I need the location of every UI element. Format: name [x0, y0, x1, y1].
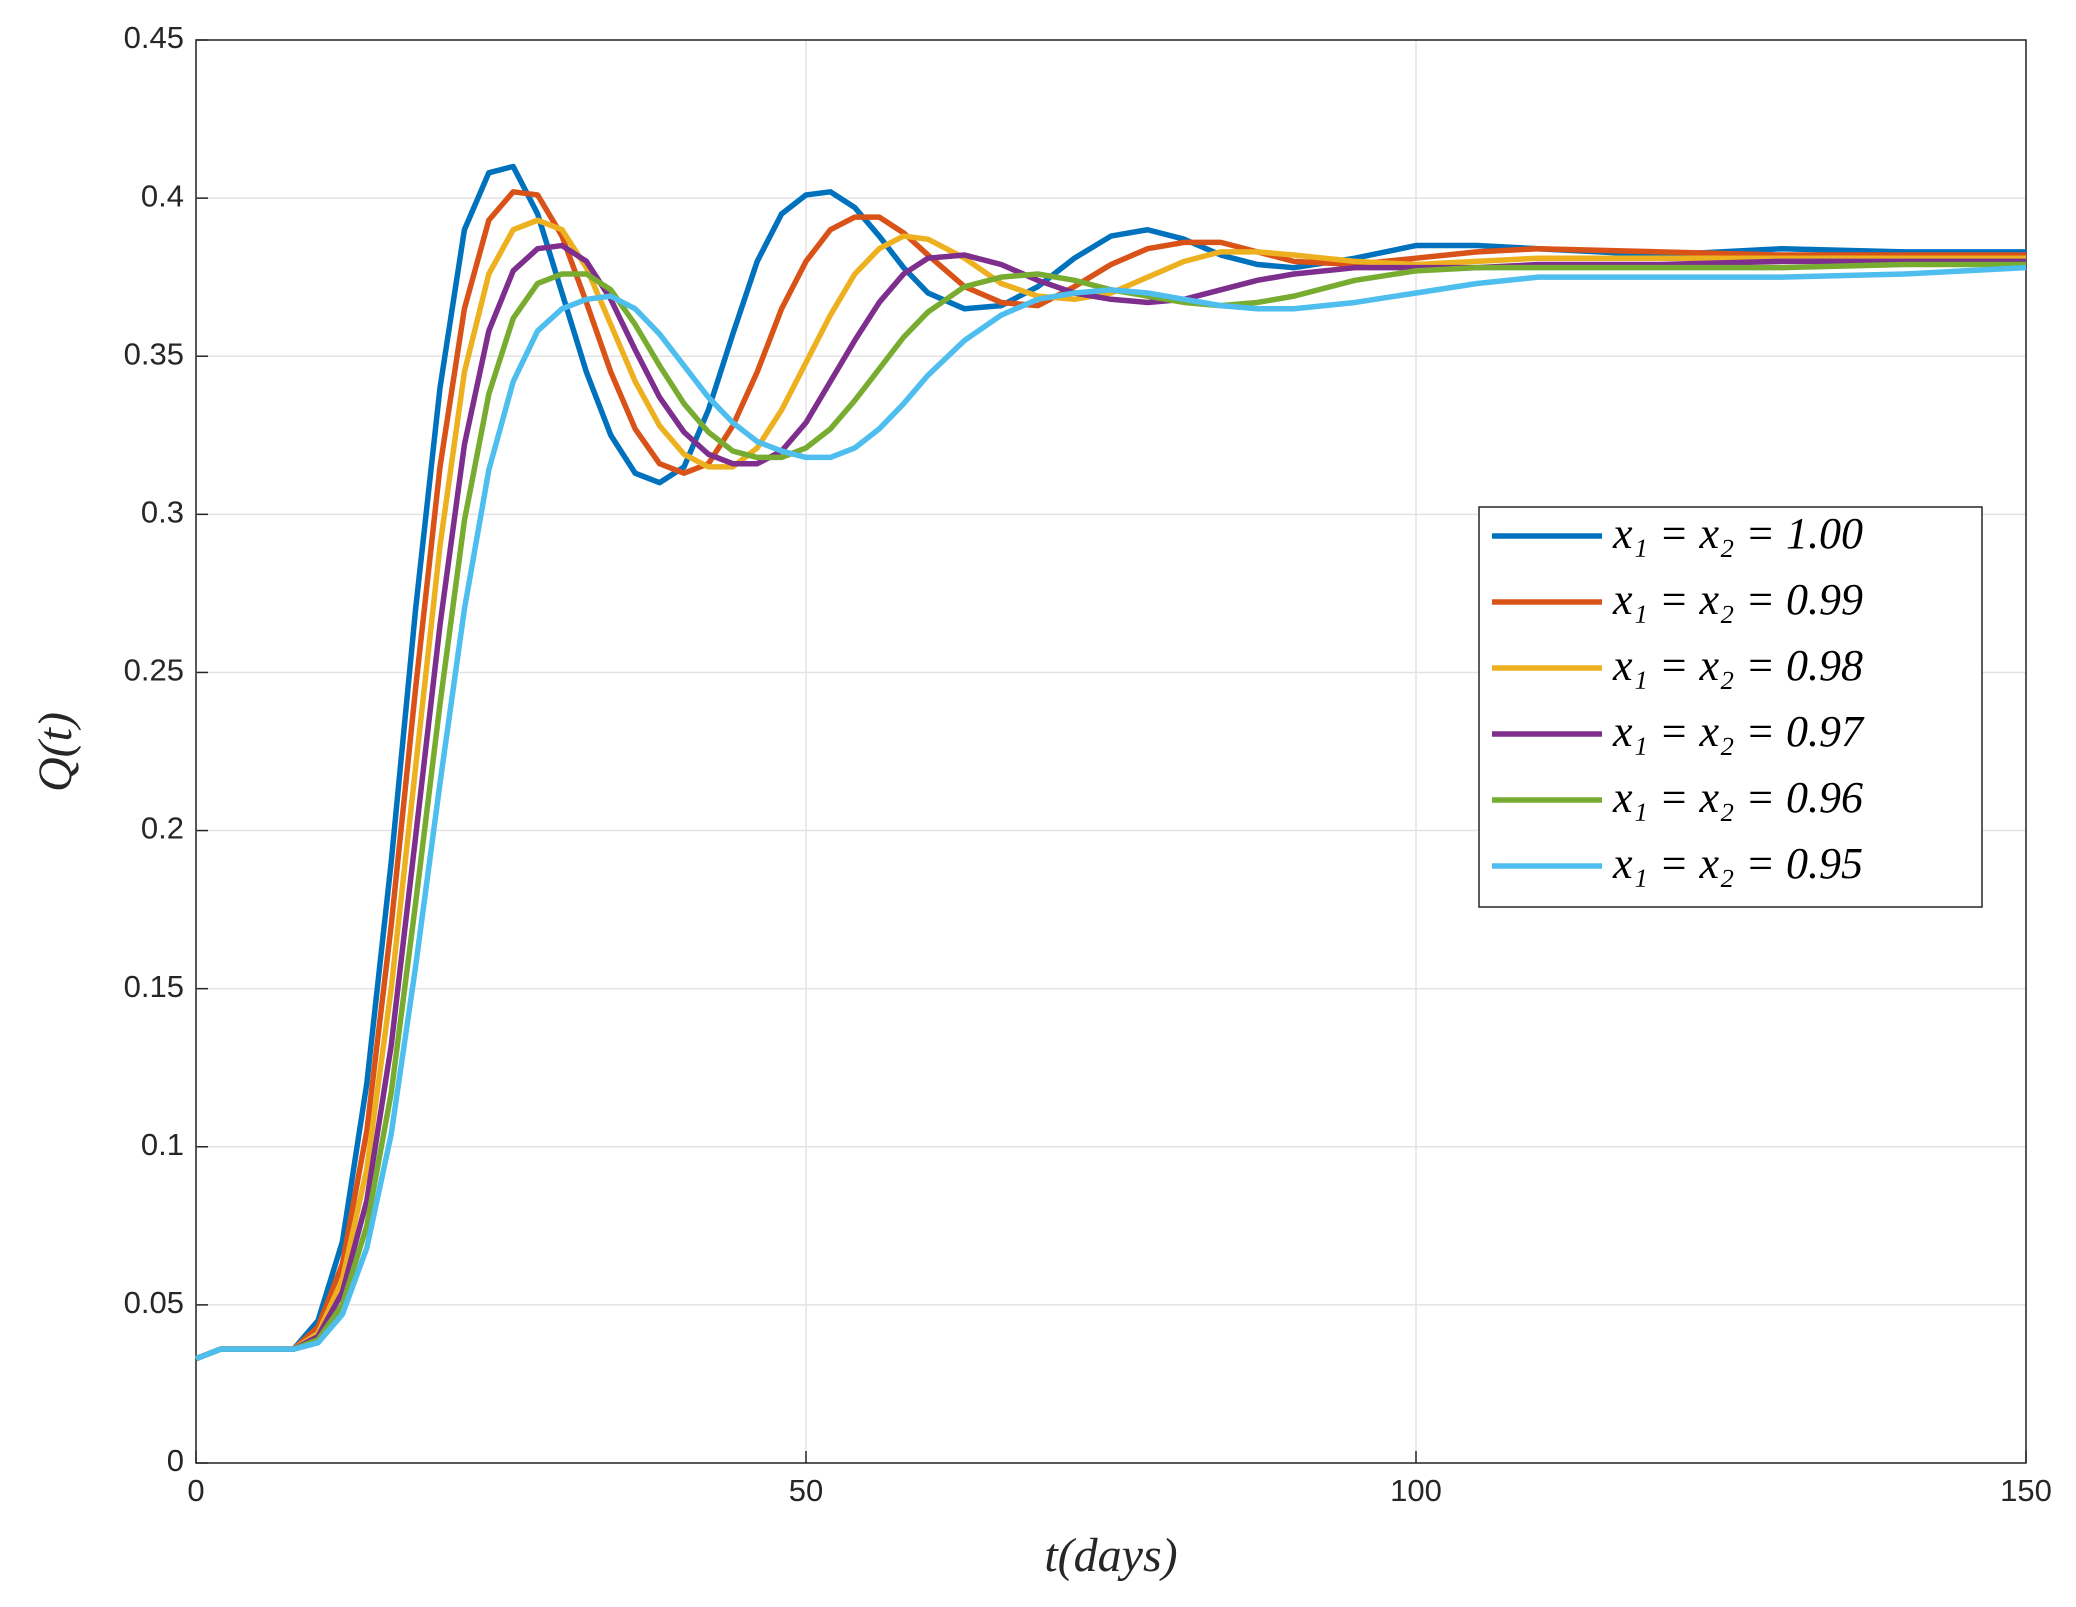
y-tick-label: 0.1: [141, 1127, 184, 1162]
y-tick-label: 0.15: [124, 969, 184, 1004]
legend-label: x₁ = x₂ = 0.99: [1612, 575, 1863, 624]
series-line: [195, 189, 2026, 1362]
y-axis-label: Q(t): [29, 712, 82, 792]
y-tick-label: 0: [167, 1443, 184, 1478]
plot-frame: [195, 39, 2027, 1464]
y-tick-label: 0.25: [124, 653, 184, 688]
legend-label: x₁ = x₂ = 0.96: [1612, 773, 1863, 822]
x-axis-label: t(days): [1044, 1529, 1177, 1582]
series-line: [195, 217, 2026, 1362]
legend-box: [1478, 506, 1983, 908]
series-line: [195, 261, 2026, 1362]
y-tick-label: 0.45: [124, 20, 184, 55]
legend-label: x₁ = x₂ = 0.98: [1612, 641, 1863, 690]
x-tick-label: 50: [789, 1473, 823, 1508]
x-tick-label: 100: [1390, 1473, 1442, 1508]
y-tick-label: 0.2: [141, 811, 184, 846]
legend-label: x₁ = x₂ = 0.97: [1612, 707, 1865, 756]
x-tick-label: 150: [2000, 1473, 2052, 1508]
series-line: [195, 163, 2026, 1362]
y-tick-label: 0.35: [124, 336, 184, 371]
legend-label: x₁ = x₂ = 1.00: [1612, 509, 1863, 558]
y-tick-label: 0.4: [141, 178, 184, 213]
y-tick-label: 0.3: [141, 495, 184, 530]
series-line: [195, 264, 2027, 1362]
legend-label: x₁ = x₂ = 0.95: [1612, 839, 1863, 888]
x-tick-label: 0: [187, 1473, 204, 1508]
y-tick-label: 0.05: [124, 1285, 184, 1320]
